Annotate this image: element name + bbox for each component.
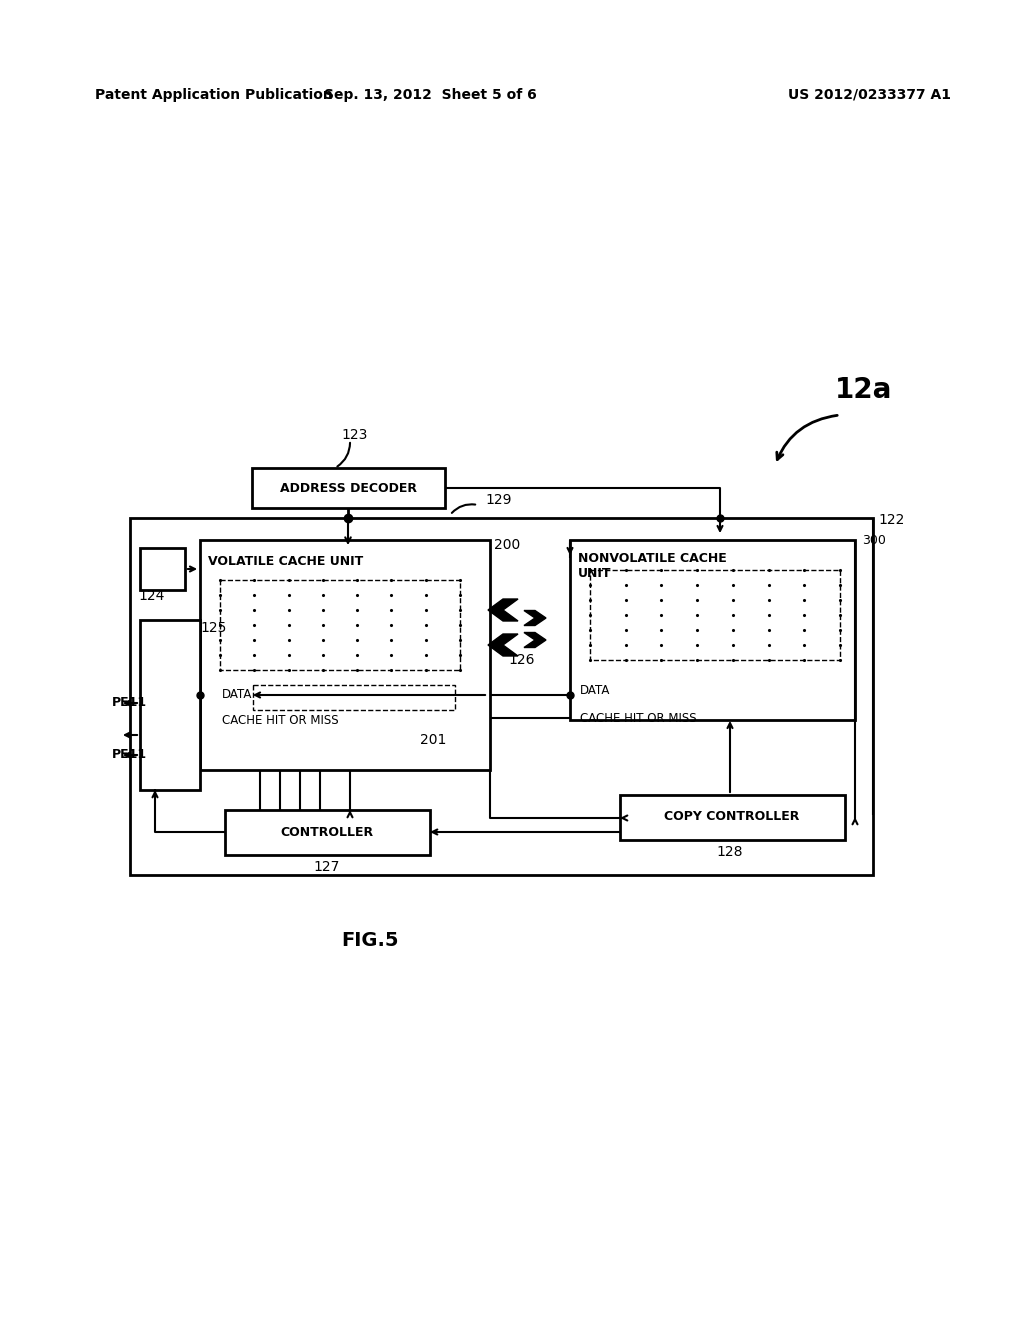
Text: 200: 200 bbox=[494, 539, 520, 552]
Text: PE11: PE11 bbox=[112, 748, 147, 762]
Bar bbox=[253, 685, 455, 710]
Text: CONTROLLER: CONTROLLER bbox=[281, 825, 374, 838]
Text: 201: 201 bbox=[420, 733, 446, 747]
Text: US 2012/0233377 A1: US 2012/0233377 A1 bbox=[788, 88, 951, 102]
Polygon shape bbox=[524, 610, 546, 626]
Text: 122: 122 bbox=[878, 513, 904, 527]
Text: VOLATILE CACHE UNIT: VOLATILE CACHE UNIT bbox=[208, 554, 364, 568]
Bar bbox=[252, 469, 445, 508]
Polygon shape bbox=[488, 634, 518, 656]
Text: DATA: DATA bbox=[222, 689, 252, 701]
Text: Patent Application Publication: Patent Application Publication bbox=[95, 88, 333, 102]
Text: 128: 128 bbox=[717, 845, 743, 859]
Bar bbox=[620, 795, 845, 840]
Bar bbox=[140, 548, 185, 590]
Bar bbox=[140, 620, 200, 789]
Text: FIG.5: FIG.5 bbox=[341, 931, 398, 949]
Text: 129: 129 bbox=[485, 492, 512, 507]
Text: 126: 126 bbox=[508, 653, 535, 667]
Text: PE11: PE11 bbox=[112, 697, 147, 710]
Text: 12a: 12a bbox=[835, 376, 892, 404]
Text: DATA: DATA bbox=[580, 684, 610, 697]
Text: 123: 123 bbox=[342, 428, 369, 442]
Text: 127: 127 bbox=[313, 861, 340, 874]
Text: CACHE HIT OR MISS: CACHE HIT OR MISS bbox=[222, 714, 339, 726]
Polygon shape bbox=[488, 599, 518, 620]
Text: NONVOLATILE CACHE
UNIT: NONVOLATILE CACHE UNIT bbox=[578, 552, 727, 579]
Text: COPY CONTROLLER: COPY CONTROLLER bbox=[665, 810, 800, 824]
Text: 124: 124 bbox=[138, 589, 165, 603]
Text: 300: 300 bbox=[862, 533, 886, 546]
Polygon shape bbox=[524, 632, 546, 648]
Text: CACHE HIT OR MISS: CACHE HIT OR MISS bbox=[580, 711, 696, 725]
Bar bbox=[130, 517, 873, 875]
Bar bbox=[570, 540, 855, 719]
Text: ADDRESS DECODER: ADDRESS DECODER bbox=[280, 482, 417, 495]
Bar bbox=[200, 540, 490, 770]
Bar bbox=[220, 579, 460, 671]
Text: 125: 125 bbox=[200, 620, 226, 635]
Text: Sep. 13, 2012  Sheet 5 of 6: Sep. 13, 2012 Sheet 5 of 6 bbox=[324, 88, 537, 102]
Bar bbox=[225, 810, 430, 855]
Bar bbox=[590, 570, 840, 660]
